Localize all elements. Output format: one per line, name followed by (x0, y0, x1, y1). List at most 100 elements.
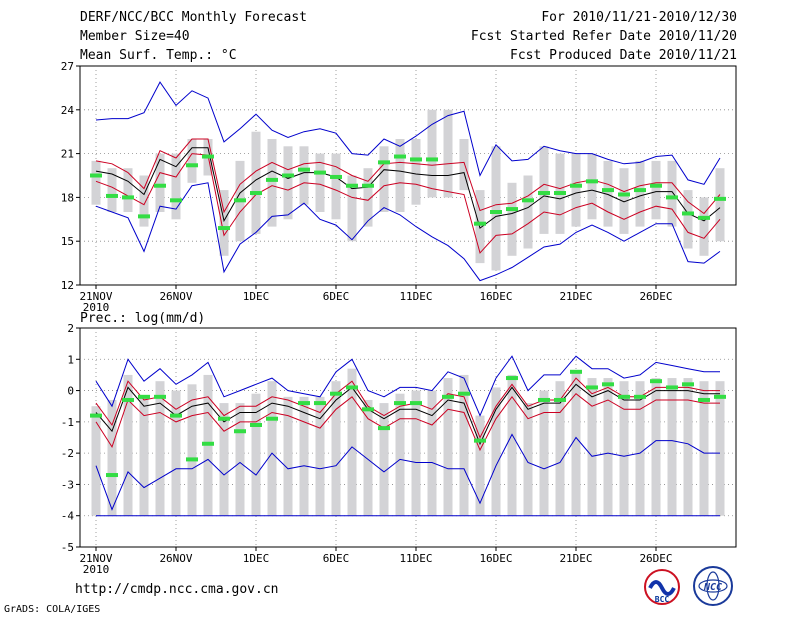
series-max-line (95, 81, 721, 185)
x-tick-label: 11DEC (399, 552, 432, 565)
chart-title: DERF/NCC/BCC Monthly Forecast (80, 10, 307, 25)
precipitation-panel: 21NOV 26NOV 1DEC 6DEC 11DEC 16DEC 21DEC 26DEC20… (61, 311, 737, 576)
ensemble-box (443, 378, 453, 516)
y-tick-label: 2 (67, 322, 74, 335)
series-mean-line (95, 383, 720, 446)
observed-marker (266, 177, 278, 182)
observed-marker (442, 394, 454, 399)
x-tick-label: 1DEC (243, 290, 270, 303)
observed-marker (362, 183, 374, 188)
observed-marker (666, 195, 678, 200)
ensemble-box (267, 381, 277, 516)
ensemble-box (523, 175, 533, 249)
ensemble-box (411, 139, 421, 205)
observed-marker (362, 407, 374, 412)
ensemble-box (331, 153, 341, 220)
y-tick-label: -4 (61, 510, 75, 523)
observed-marker (650, 183, 662, 188)
ensemble-box (315, 153, 325, 212)
ensemble-box (683, 378, 693, 516)
y-tick-label: -1 (61, 416, 74, 429)
ensemble-box (539, 146, 549, 234)
observed-marker (378, 426, 390, 431)
observed-marker (138, 394, 150, 399)
observed-marker (218, 416, 230, 421)
y-tick-label: 15 (61, 235, 74, 248)
observed-marker (90, 413, 102, 418)
y-tick-label: 18 (61, 191, 74, 204)
ensemble-box (619, 381, 629, 516)
ensemble-box (507, 374, 517, 516)
series-max-line (95, 355, 720, 417)
observed-marker (538, 191, 550, 196)
observed-marker (634, 188, 646, 193)
observed-marker (410, 157, 422, 162)
ensemble-box (523, 403, 533, 516)
ensemble-box (123, 168, 133, 212)
observed-marker (250, 191, 262, 196)
observed-marker (618, 394, 630, 399)
ensemble-box (347, 175, 357, 242)
ncc-logo-text: NCC (703, 582, 722, 593)
observed-marker (314, 170, 326, 175)
observed-marker (186, 457, 198, 462)
ensemble-box (667, 378, 677, 516)
ensemble-box (155, 381, 165, 516)
ensemble-box (347, 368, 357, 516)
observed-marker (106, 193, 118, 198)
x-year-label: 2010 (83, 301, 110, 314)
observed-marker (314, 401, 326, 406)
observed-marker (202, 441, 214, 446)
ensemble-box (299, 396, 309, 516)
x-tick-label: 6DEC (323, 290, 350, 303)
y-tick-label: 1 (67, 353, 74, 366)
x-tick-label: 26NOV (159, 290, 192, 303)
ensemble-box (491, 387, 501, 516)
observed-marker (346, 183, 358, 188)
ensemble-box (715, 381, 725, 516)
series-spread-high-line (95, 377, 720, 439)
x-tick-label: 21NOV (79, 290, 112, 303)
observed-marker (282, 173, 294, 178)
ensemble-box (539, 390, 549, 516)
ensemble-box (219, 403, 229, 516)
x-tick-label: 21DEC (559, 552, 592, 565)
ensemble-box (123, 374, 133, 516)
x-tick-label: 21DEC (559, 290, 592, 303)
x-tick-label: 26DEC (639, 552, 672, 565)
bcc-logo-text: BCC (655, 595, 670, 604)
ensemble-box (699, 381, 709, 516)
ensemble-box (699, 197, 709, 256)
ensemble-box (635, 160, 645, 227)
x-tick-label: 26DEC (639, 290, 672, 303)
ensemble-box (395, 393, 405, 516)
observed-marker (298, 167, 310, 172)
ensemble-box (395, 139, 405, 212)
observed-marker (538, 397, 550, 402)
observed-marker (554, 397, 566, 402)
observed-marker (122, 195, 134, 200)
ensemble-box (587, 153, 597, 220)
ensemble-box (667, 160, 677, 227)
ncc-logo-ring (698, 579, 728, 593)
observed-marker (330, 174, 342, 179)
ensemble-box (251, 393, 261, 516)
observed-marker (234, 429, 246, 434)
variable-label: Mean Surf. Temp.: °C (80, 48, 237, 63)
ensemble-box (411, 390, 421, 516)
observed-marker (330, 391, 342, 396)
ensemble-box (603, 378, 613, 516)
observed-marker (522, 198, 534, 203)
observed-marker (138, 214, 150, 219)
ensemble-box (267, 139, 277, 227)
ensemble-box (491, 146, 501, 271)
member-size-label: Member Size=40 (80, 29, 190, 44)
logos: BCC NCC (644, 566, 733, 606)
observed-marker (602, 188, 614, 193)
observed-marker (122, 397, 134, 402)
ensemble-box (283, 146, 293, 220)
observed-marker (458, 391, 470, 396)
x-tick-label: 21NOV (79, 552, 112, 565)
observed-marker (650, 379, 662, 384)
ensemble-box (715, 168, 725, 242)
